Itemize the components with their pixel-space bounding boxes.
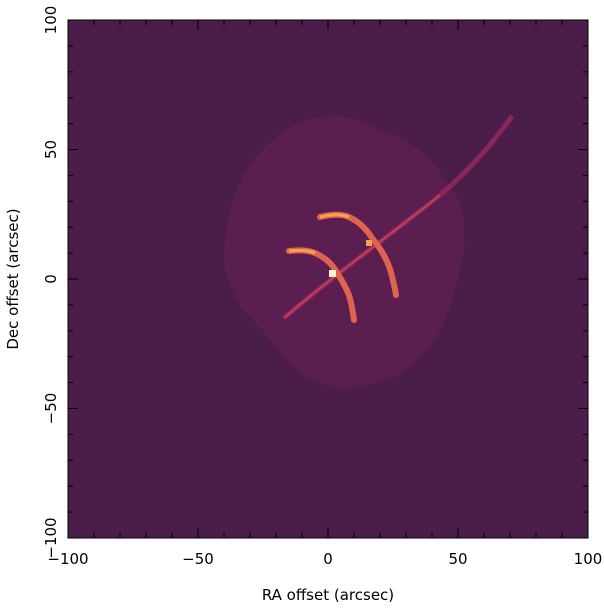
x-tick-label: 0 <box>323 550 333 568</box>
x-tick-label: −50 <box>182 550 214 568</box>
y-tick-label: −50 <box>42 393 60 425</box>
y-tick-label: −100 <box>42 517 60 558</box>
y-axis-label: Dec offset (arcsec) <box>4 208 22 349</box>
x-axis-label: RA offset (arcsec) <box>262 586 394 604</box>
x-tick-label: −100 <box>47 550 88 568</box>
x-tick-label: 50 <box>448 550 467 568</box>
x-tick-label: 100 <box>574 550 603 568</box>
y-tick-label: 50 <box>42 140 60 159</box>
image-content <box>223 114 515 388</box>
y-tick-label: 0 <box>42 274 60 284</box>
y-tick-label: 100 <box>42 6 60 35</box>
